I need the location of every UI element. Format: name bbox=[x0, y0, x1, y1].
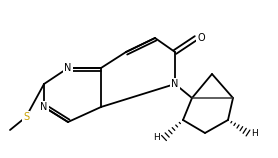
Text: S: S bbox=[23, 112, 29, 122]
Text: O: O bbox=[197, 33, 205, 43]
Text: N: N bbox=[171, 79, 179, 89]
Text: N: N bbox=[40, 102, 48, 112]
Text: N: N bbox=[64, 63, 72, 73]
Text: H: H bbox=[154, 134, 160, 143]
Text: H: H bbox=[252, 128, 258, 137]
